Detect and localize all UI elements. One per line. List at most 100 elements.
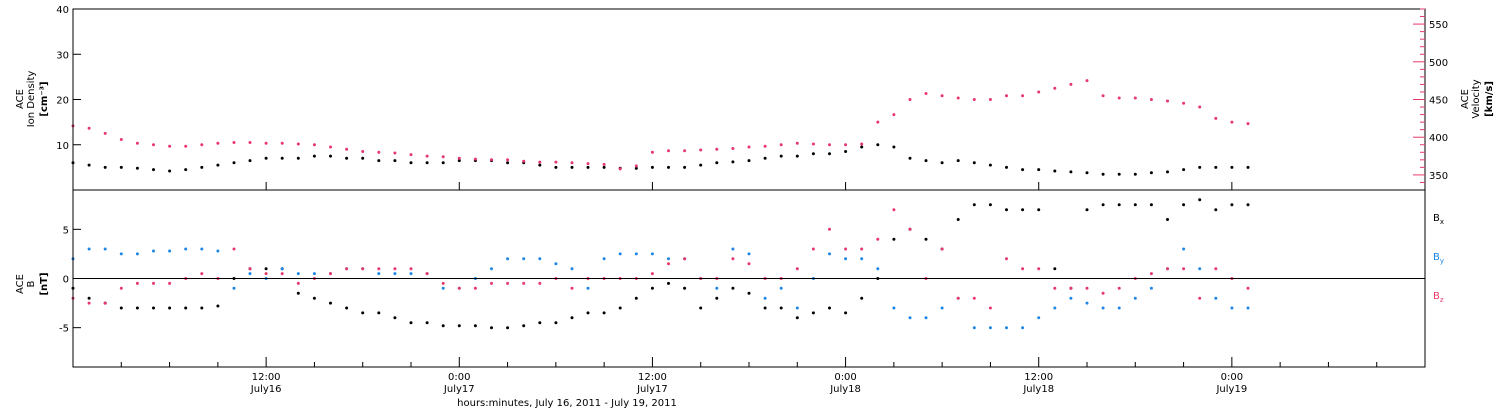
velocity-point bbox=[876, 120, 880, 124]
x-tick-label-date: July17 bbox=[636, 384, 668, 395]
bz-point bbox=[972, 296, 976, 300]
density-point bbox=[972, 161, 976, 165]
bz-point bbox=[361, 267, 365, 271]
x-axis-ticks: 12:00July160:00July1712:00July170:00July… bbox=[120, 182, 1378, 395]
bx-point bbox=[1085, 208, 1089, 212]
by-point bbox=[393, 272, 397, 276]
density-point bbox=[1133, 172, 1137, 176]
by-point bbox=[280, 267, 284, 271]
velocity-tick-label: 500 bbox=[1429, 58, 1448, 69]
x-tick-label-date: July18 bbox=[1022, 384, 1054, 395]
density-point bbox=[667, 165, 670, 169]
bx-point bbox=[1005, 208, 1008, 212]
bz-point bbox=[152, 281, 155, 285]
velocity-point bbox=[345, 147, 349, 151]
density-point bbox=[1005, 165, 1008, 169]
velocity-point bbox=[667, 149, 670, 153]
density-point bbox=[570, 165, 574, 169]
field-axis-title: ACE B [nT] bbox=[15, 272, 50, 295]
by-point bbox=[972, 326, 976, 330]
velocity-point bbox=[779, 143, 783, 147]
velocity-point bbox=[490, 158, 493, 162]
bz-point bbox=[1149, 272, 1153, 276]
by-point bbox=[554, 262, 558, 266]
bottom-panel: -505 12:00July160:00July1712:00July170:0… bbox=[15, 182, 1444, 395]
density-point bbox=[731, 160, 735, 164]
velocity-point bbox=[184, 144, 188, 148]
by-point bbox=[168, 249, 172, 253]
density-point bbox=[683, 165, 687, 169]
density-point bbox=[280, 156, 284, 160]
bz-point bbox=[1182, 267, 1186, 271]
bz-point bbox=[393, 267, 397, 271]
velocity-point bbox=[119, 138, 123, 141]
field-axis-title-line-3: [nT] bbox=[39, 272, 50, 295]
velocity-tick-label: 550 bbox=[1429, 20, 1448, 31]
top-left-ticks: 10 20 30 40 bbox=[56, 5, 81, 152]
by-point bbox=[828, 252, 831, 256]
bz-point bbox=[892, 208, 896, 212]
by-point bbox=[377, 272, 381, 276]
velocity-point bbox=[1005, 94, 1008, 98]
density-point bbox=[1214, 165, 1218, 169]
legend-by-label: B bbox=[1433, 252, 1440, 263]
bz-point bbox=[650, 272, 654, 276]
bx-point bbox=[602, 311, 606, 315]
bx-point bbox=[135, 306, 139, 310]
by-point bbox=[940, 306, 944, 310]
velocity-point bbox=[844, 143, 848, 147]
bz-point bbox=[940, 247, 944, 251]
bx-point bbox=[361, 311, 365, 315]
bx-point bbox=[554, 321, 558, 325]
velocity-point bbox=[377, 150, 381, 154]
density-point bbox=[779, 154, 783, 158]
bx-point bbox=[844, 311, 848, 315]
by-point bbox=[667, 257, 670, 261]
velocity-point bbox=[1198, 105, 1202, 109]
by-point bbox=[715, 286, 719, 290]
bx-point bbox=[1149, 203, 1153, 207]
velocity-point bbox=[972, 98, 976, 101]
legend-by-sub: y bbox=[1440, 257, 1444, 265]
field-axis-title-line-1: ACE bbox=[15, 274, 26, 294]
velocity-point bbox=[152, 143, 155, 147]
velocity-point bbox=[811, 142, 815, 146]
density-point bbox=[811, 152, 815, 156]
by-point bbox=[296, 272, 300, 276]
velocity-point bbox=[329, 145, 332, 149]
bx-point bbox=[425, 321, 429, 325]
bz-point bbox=[1198, 296, 1202, 300]
velocity-point bbox=[1214, 116, 1218, 120]
density-point bbox=[232, 161, 236, 165]
by-point bbox=[1101, 306, 1105, 310]
bx-point bbox=[1133, 203, 1137, 207]
density-point bbox=[763, 156, 767, 160]
velocity-point bbox=[1021, 94, 1025, 98]
bx-point bbox=[152, 306, 155, 310]
density-point bbox=[425, 161, 429, 165]
field-tick-label: -5 bbox=[59, 324, 69, 335]
density-axis-title-line-3: [cm⁻³] bbox=[39, 81, 50, 116]
velocity-point bbox=[135, 141, 139, 145]
bx-point bbox=[345, 306, 349, 310]
by-point bbox=[1085, 301, 1089, 305]
bz-point bbox=[1021, 267, 1025, 271]
by-point bbox=[1149, 286, 1153, 290]
by-point bbox=[103, 247, 107, 251]
x-tick-label-time: 12:00 bbox=[252, 372, 281, 383]
velocity-point bbox=[683, 149, 687, 153]
bz-point bbox=[811, 247, 815, 251]
bz-point bbox=[135, 281, 139, 285]
x-tick-label-time: 0:00 bbox=[834, 372, 856, 383]
velocity-tick-label: 400 bbox=[1429, 133, 1448, 144]
by-point bbox=[1182, 247, 1186, 251]
velocity-point bbox=[908, 98, 912, 101]
bz-point bbox=[103, 301, 107, 305]
by-point bbox=[216, 249, 220, 253]
bz-point bbox=[1246, 286, 1250, 290]
by-point bbox=[232, 286, 236, 290]
x-tick-label-date: July19 bbox=[1215, 384, 1247, 395]
velocity-point bbox=[200, 143, 204, 147]
density-point bbox=[876, 143, 880, 147]
bz-point bbox=[667, 262, 670, 266]
